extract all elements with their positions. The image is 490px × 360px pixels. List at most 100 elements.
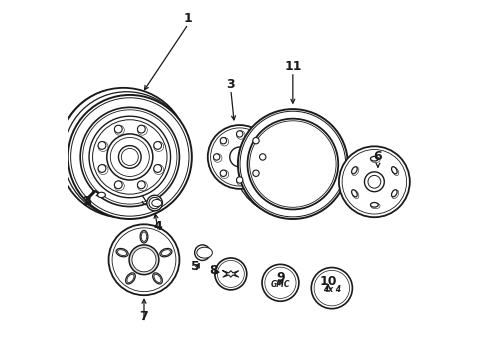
Ellipse shape xyxy=(127,274,134,283)
Circle shape xyxy=(253,138,261,146)
Circle shape xyxy=(154,141,164,152)
Circle shape xyxy=(220,138,229,146)
Circle shape xyxy=(214,154,222,162)
Text: 10: 10 xyxy=(319,275,337,288)
Circle shape xyxy=(249,121,336,207)
Circle shape xyxy=(211,128,269,186)
Ellipse shape xyxy=(371,203,380,209)
Circle shape xyxy=(98,141,108,152)
Circle shape xyxy=(198,248,207,257)
Circle shape xyxy=(214,154,220,160)
Circle shape xyxy=(365,172,384,192)
Text: GMC: GMC xyxy=(270,280,290,289)
Text: 4: 4 xyxy=(154,220,163,233)
Ellipse shape xyxy=(392,167,399,176)
Circle shape xyxy=(68,95,192,219)
Ellipse shape xyxy=(352,167,357,174)
Ellipse shape xyxy=(392,190,399,199)
Circle shape xyxy=(98,141,106,149)
Circle shape xyxy=(247,119,338,210)
Circle shape xyxy=(253,170,259,176)
Circle shape xyxy=(107,134,153,180)
Circle shape xyxy=(137,125,145,133)
Circle shape xyxy=(71,98,189,216)
Circle shape xyxy=(132,248,156,272)
Ellipse shape xyxy=(352,190,359,199)
Circle shape xyxy=(218,260,245,287)
Circle shape xyxy=(253,138,259,144)
Ellipse shape xyxy=(125,273,135,284)
Text: 6: 6 xyxy=(373,150,382,163)
Text: 7: 7 xyxy=(140,310,148,323)
Circle shape xyxy=(265,267,296,298)
Circle shape xyxy=(129,245,159,275)
Ellipse shape xyxy=(392,167,397,174)
Ellipse shape xyxy=(352,167,359,176)
Circle shape xyxy=(122,148,138,166)
Circle shape xyxy=(262,264,299,301)
Circle shape xyxy=(98,165,108,175)
Circle shape xyxy=(220,138,226,144)
Circle shape xyxy=(147,195,162,211)
Circle shape xyxy=(237,131,243,137)
Circle shape xyxy=(98,165,106,172)
Ellipse shape xyxy=(116,248,128,257)
Ellipse shape xyxy=(371,157,380,163)
Circle shape xyxy=(208,125,271,189)
Circle shape xyxy=(154,141,162,149)
Text: 8: 8 xyxy=(209,264,218,277)
Circle shape xyxy=(112,228,176,292)
Ellipse shape xyxy=(352,190,357,197)
Text: 2: 2 xyxy=(83,195,92,208)
Circle shape xyxy=(238,109,348,219)
Ellipse shape xyxy=(152,199,162,207)
Circle shape xyxy=(339,146,410,217)
Circle shape xyxy=(342,149,407,214)
Ellipse shape xyxy=(140,230,148,243)
Circle shape xyxy=(215,258,247,290)
Circle shape xyxy=(137,181,145,189)
Circle shape xyxy=(59,88,188,217)
Circle shape xyxy=(260,154,268,162)
Circle shape xyxy=(260,154,266,160)
Ellipse shape xyxy=(118,249,126,256)
Ellipse shape xyxy=(370,203,378,207)
Circle shape xyxy=(109,224,179,295)
Circle shape xyxy=(220,170,229,179)
Circle shape xyxy=(114,125,124,135)
Circle shape xyxy=(314,270,349,306)
Circle shape xyxy=(137,181,147,191)
Text: 3: 3 xyxy=(226,78,235,91)
Circle shape xyxy=(93,120,167,194)
Text: 11: 11 xyxy=(284,60,302,73)
Circle shape xyxy=(154,165,164,175)
Circle shape xyxy=(114,181,124,191)
Circle shape xyxy=(110,138,149,176)
Circle shape xyxy=(64,92,190,218)
Ellipse shape xyxy=(98,192,105,198)
Ellipse shape xyxy=(370,157,378,161)
Text: 1: 1 xyxy=(184,12,193,25)
Circle shape xyxy=(240,111,345,217)
Circle shape xyxy=(154,165,162,172)
Circle shape xyxy=(237,131,245,139)
Ellipse shape xyxy=(197,247,212,258)
Circle shape xyxy=(114,181,122,189)
Circle shape xyxy=(114,125,122,133)
Circle shape xyxy=(89,116,171,198)
Circle shape xyxy=(83,110,177,204)
Ellipse shape xyxy=(153,273,162,284)
Circle shape xyxy=(195,245,210,260)
Ellipse shape xyxy=(141,232,147,242)
Text: 5: 5 xyxy=(191,260,200,273)
Circle shape xyxy=(119,145,141,168)
Circle shape xyxy=(80,107,179,207)
Ellipse shape xyxy=(392,190,397,197)
Ellipse shape xyxy=(160,248,172,257)
Ellipse shape xyxy=(154,274,161,283)
Circle shape xyxy=(311,267,352,309)
Circle shape xyxy=(220,170,226,176)
Text: 4x 4: 4x 4 xyxy=(323,285,341,294)
Circle shape xyxy=(368,175,381,188)
Circle shape xyxy=(137,125,147,135)
